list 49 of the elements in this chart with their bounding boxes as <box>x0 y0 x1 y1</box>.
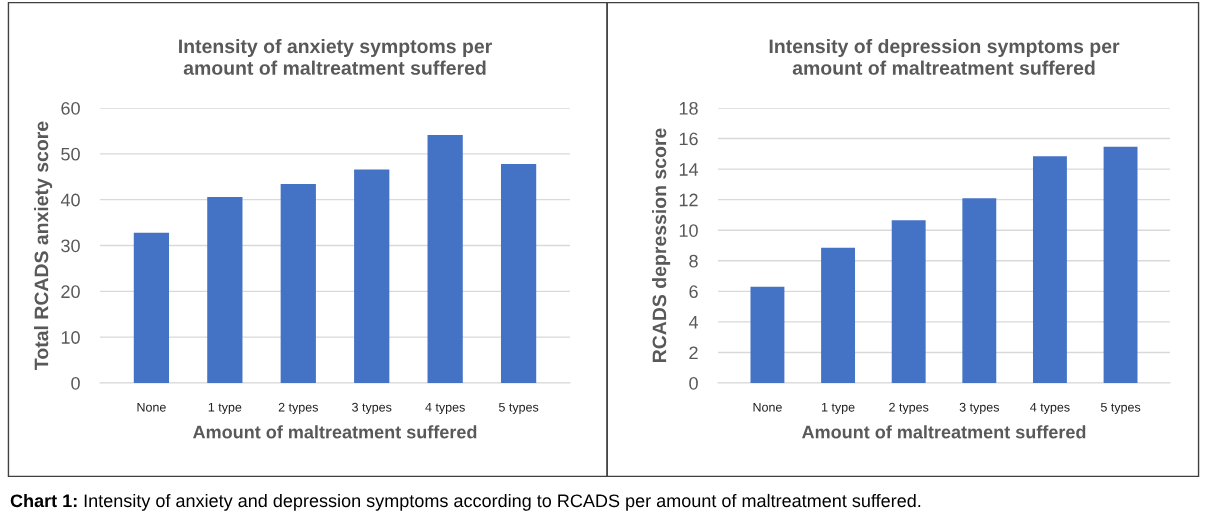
y-tick-label: 2 <box>689 346 698 359</box>
bar <box>133 232 170 383</box>
x-tick-label: 4 types <box>1030 402 1070 415</box>
bar <box>750 286 785 383</box>
text: Intensity of anxiety and depression symptoms according to RCADS per amount of maltreatment suffered. <box>84 493 921 511</box>
y-tick-label: 10 <box>679 224 698 237</box>
y-tick-label: 60 <box>61 101 80 115</box>
bar <box>821 247 856 383</box>
x-tick-label: 5 types <box>1100 402 1141 415</box>
y-tick-label: 6 <box>689 285 698 299</box>
x-tick-label: 4 types <box>425 402 465 415</box>
x-tick-label: None <box>137 402 166 412</box>
x-tick-label: None <box>753 402 782 412</box>
chart-title: Intensity of depression symptoms per amount of maltreatment suffered <box>769 38 1120 75</box>
x-tick-label: 1 type <box>821 402 855 415</box>
y-tick-label: 14 <box>679 163 699 176</box>
bar <box>1103 146 1138 383</box>
y-tick-label: 0 <box>689 376 698 390</box>
x-axis-title: Amount of maltreatment suffered <box>193 425 477 439</box>
bar <box>500 163 537 383</box>
x-tick-label: 3 types <box>352 402 392 415</box>
bar <box>280 184 316 383</box>
x-axis-title: Amount of maltreatment suffered <box>802 425 1086 439</box>
y-tick-label: 16 <box>679 132 698 146</box>
chart-title: Intensity of anxiety symptoms per amount of maltreatment suffered <box>179 38 492 75</box>
y-tick-label: 30 <box>61 239 80 253</box>
y-tick-label: 18 <box>679 101 698 115</box>
x-tick-label: 3 types <box>959 402 1000 415</box>
x-tick-label: 1 type <box>208 402 242 415</box>
x-tick-label: 5 types <box>498 402 539 415</box>
y-axis-title: RCADS depression score <box>652 128 671 362</box>
y-tick-label: 40 <box>60 193 80 207</box>
bar <box>427 135 463 383</box>
x-tick-label: 2 types <box>278 402 318 415</box>
bar <box>354 169 390 383</box>
bar <box>207 196 243 383</box>
bar <box>962 198 997 383</box>
y-tick-label: 8 <box>689 254 698 268</box>
bar <box>1032 156 1067 383</box>
y-tick-label: 12 <box>679 193 698 207</box>
y-tick-label: 20 <box>61 285 80 299</box>
caption: Chart 1: <box>10 493 77 508</box>
y-axis-title: Total RCADS anxiety score <box>34 121 53 370</box>
y-tick-label: 10 <box>61 331 80 344</box>
x-tick-label: 2 types <box>889 402 929 415</box>
bar <box>891 220 926 383</box>
y-tick-label: 4 <box>688 316 699 329</box>
y-tick-label: 0 <box>71 376 80 390</box>
y-tick-label: 50 <box>61 147 80 161</box>
